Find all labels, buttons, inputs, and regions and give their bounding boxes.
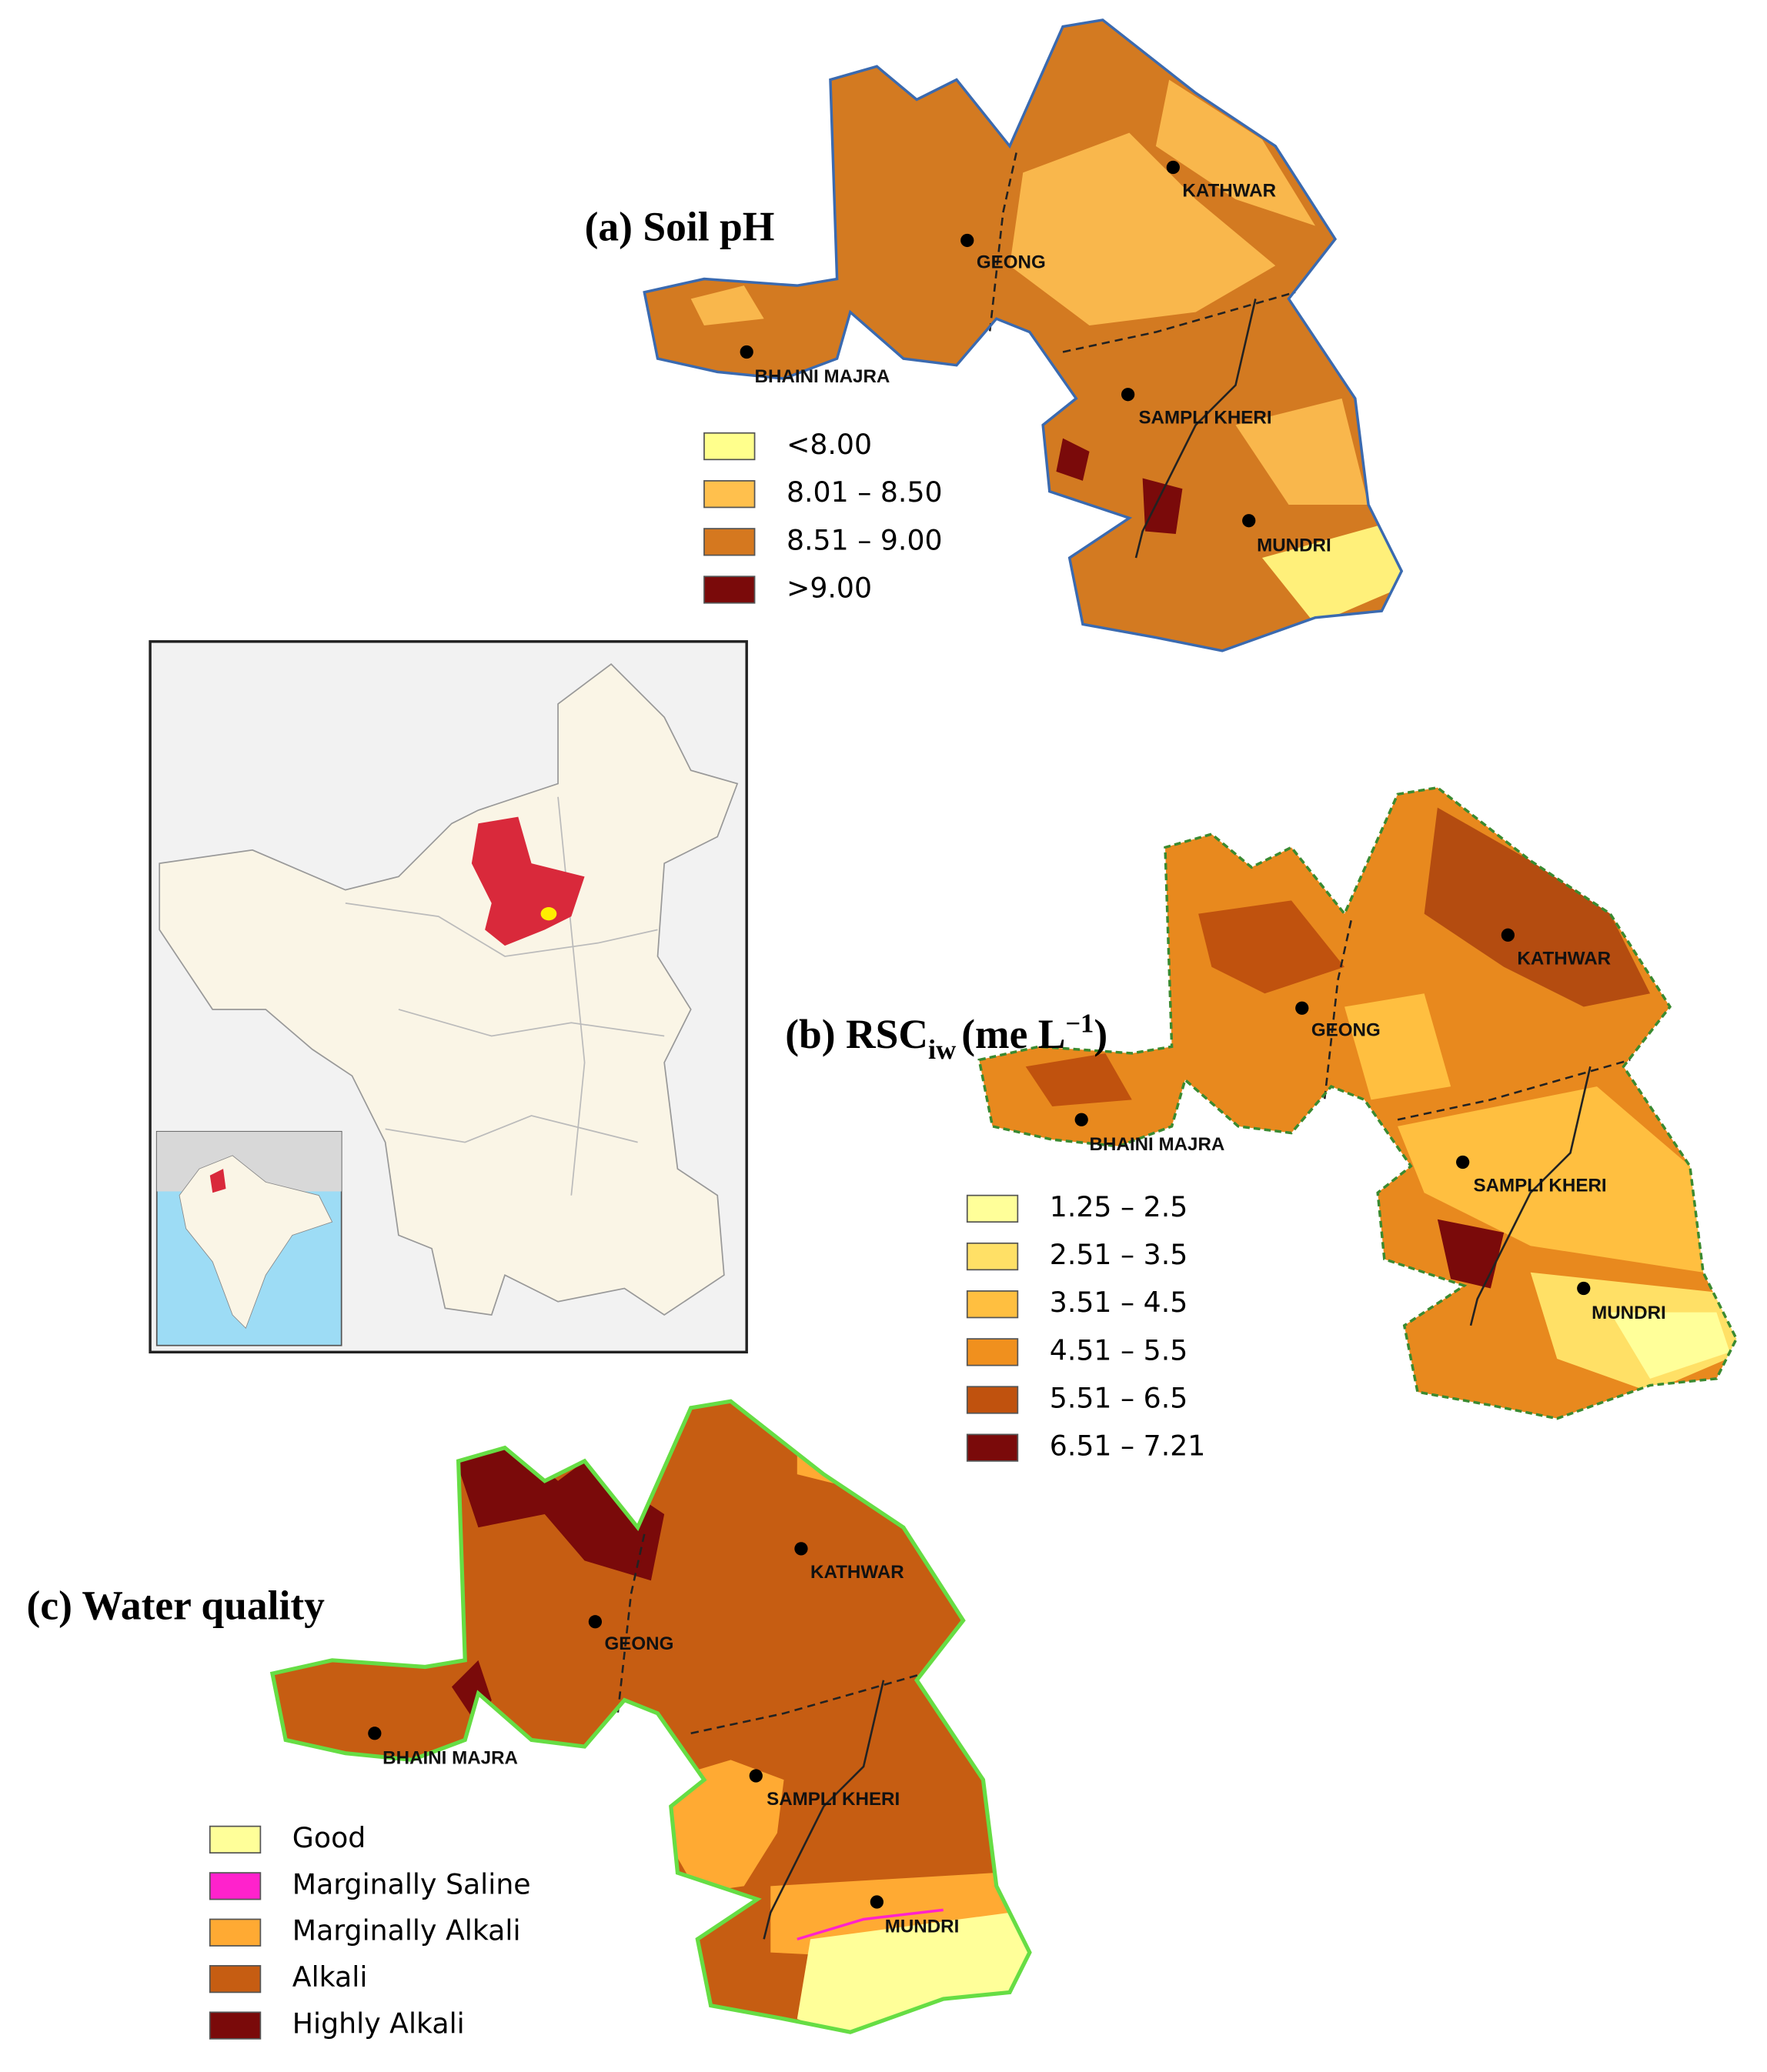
legend-label: >9.00: [787, 571, 872, 604]
legend-label: Marginally Saline: [292, 1867, 531, 1900]
map-title: (b) RSCiw (me L−1): [785, 1009, 1107, 1065]
place-dot: [740, 345, 753, 359]
places: GEONG KATHWAR BHAINI MAJRA SAMPLI KHERI MUND…: [740, 160, 1331, 556]
title-end: ): [1094, 1011, 1107, 1057]
place-dot: [1121, 388, 1135, 402]
legend: Good Marginally Saline Marginally Alkali Al…: [209, 1821, 531, 2040]
legend-label: Alkali: [292, 1960, 368, 1994]
place-label: KATHWAR: [810, 1562, 904, 1583]
legend-swatch: [966, 1338, 1019, 1366]
place-dot: [960, 233, 974, 248]
places: GEONG KATHWAR BHAINI MAJRA SAMPLI KHERI MUND…: [1074, 928, 1666, 1323]
legend: 1.25 – 2.5 2.51 – 3.5 3.51 – 4.5 4.51 – 5.5…: [966, 1190, 1206, 1463]
legend-swatch: [966, 1433, 1019, 1462]
place-label: SAMPLI KHERI: [767, 1789, 900, 1810]
legend-label: Good: [292, 1821, 366, 1854]
legend-swatch: [703, 432, 756, 461]
place-label: GEONG: [977, 252, 1046, 273]
place-label: BHAINI MAJRA: [755, 366, 890, 387]
place-label: SAMPLI KHERI: [1473, 1175, 1606, 1196]
legend-swatch: [966, 1290, 1019, 1319]
place-label: SAMPLI KHERI: [1138, 408, 1271, 429]
place-dot: [588, 1615, 603, 1629]
legend-label: Highly Alkali: [292, 2007, 465, 2040]
legend-label: 2.51 – 3.5: [1050, 1238, 1188, 1271]
places: GEONG KATHWAR BHAINI MAJRA SAMPLI KHERI MUND…: [368, 1542, 959, 1937]
legend-swatch: [209, 2011, 262, 2040]
place-label: BHAINI MAJRA: [382, 1748, 518, 1769]
place-dot: [1242, 514, 1256, 528]
place-dot: [1456, 1155, 1470, 1169]
place-label: GEONG: [604, 1633, 673, 1654]
legend-label: 4.51 – 5.5: [1050, 1333, 1188, 1366]
place-dot: [1074, 1113, 1088, 1126]
title-unit: (me L: [961, 1011, 1065, 1057]
place-dot: [368, 1727, 382, 1740]
legend: <8.00 8.01 – 8.50 8.51 – 9.00 >9.00: [703, 428, 943, 604]
place-dot: [1295, 1001, 1309, 1015]
map-title: (c) Water quality: [27, 1582, 326, 1628]
legend-label: 6.51 – 7.21: [1050, 1430, 1206, 1463]
map-rsc: [977, 786, 1738, 1420]
place-label: MUNDRI: [1592, 1303, 1666, 1323]
place-dot: [794, 1542, 808, 1556]
place-label: BHAINI MAJRA: [1090, 1134, 1225, 1155]
place-dot: [1166, 160, 1180, 175]
legend-label: 5.51 – 6.5: [1050, 1382, 1188, 1415]
place-dot: [1501, 928, 1515, 942]
legend-label: 8.01 – 8.50: [787, 475, 943, 509]
legend-swatch: [209, 1825, 262, 1854]
place-label: GEONG: [1311, 1019, 1381, 1040]
place-label: MUNDRI: [1257, 535, 1331, 556]
legend-label: <8.00: [787, 428, 872, 461]
title-text: (b) RSC: [785, 1011, 928, 1057]
legend-label: 8.51 – 9.00: [787, 523, 943, 556]
title-superscript: −1: [1065, 1009, 1094, 1038]
place-label: KATHWAR: [1182, 180, 1276, 201]
legend-label: Marginally Alkali: [292, 1914, 521, 1947]
place-label: KATHWAR: [1517, 948, 1611, 969]
legend-swatch: [703, 528, 756, 556]
place-label: MUNDRI: [885, 1917, 960, 1937]
legend-swatch: [966, 1386, 1019, 1414]
map-soil-ph: [643, 18, 1403, 652]
legend-swatch: [209, 1918, 262, 1947]
place-dot: [749, 1769, 763, 1783]
legend-label: 1.25 – 2.5: [1050, 1190, 1188, 1223]
legend-swatch: [966, 1194, 1019, 1223]
legend-swatch: [966, 1242, 1019, 1271]
legend-label: 3.51 – 4.5: [1050, 1286, 1188, 1319]
title-subscript: iw: [928, 1034, 956, 1065]
legend-swatch: [209, 1872, 262, 1900]
legend-swatch: [209, 1965, 262, 1994]
place-dot: [1577, 1281, 1591, 1296]
map-title: (a) Soil pH: [585, 203, 775, 249]
location-inset: [149, 640, 748, 1354]
legend-swatch: [703, 576, 756, 604]
legend-swatch: [703, 480, 756, 509]
place-dot: [870, 1895, 884, 1909]
